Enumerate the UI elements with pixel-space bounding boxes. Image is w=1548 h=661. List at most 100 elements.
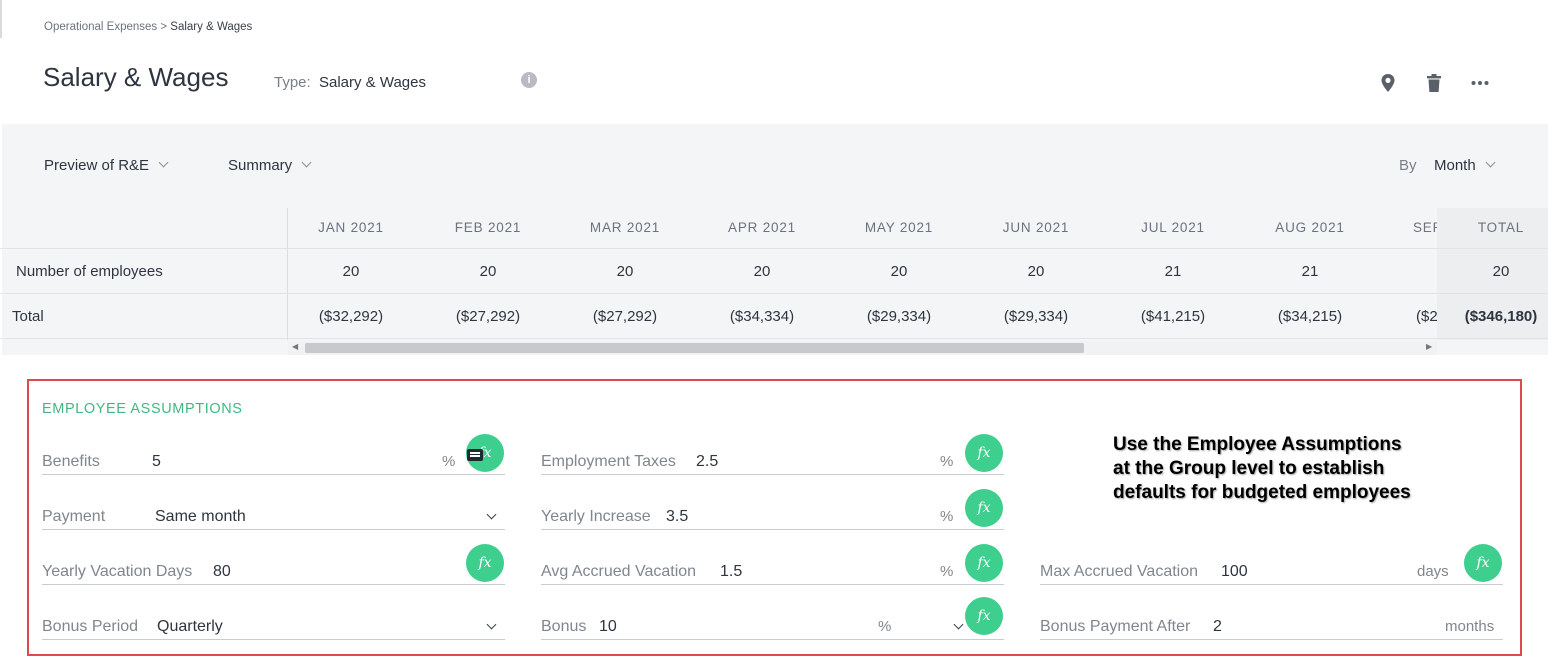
bonus-value[interactable]: 10 [599, 618, 617, 635]
yearly-vacation-days-field[interactable]: Yearly Vacation Days 80 [42, 555, 505, 585]
info-icon[interactable]: i [521, 72, 537, 88]
table-cell: 20 [1027, 263, 1045, 280]
highlight-box [27, 379, 1522, 656]
total-column [1437, 208, 1548, 340]
callout-line: defaults for budgeted employees [1113, 482, 1411, 503]
more-icon[interactable] [1469, 72, 1491, 94]
formula-button[interactable]: fx [466, 544, 504, 582]
table-cell: ($27,292) [455, 308, 521, 325]
avg-accrued-vacation-field[interactable]: Avg Accrued Vacation 1.5 % [541, 555, 1004, 585]
left-edge-rule [0, 0, 2, 38]
bonus-period-select[interactable]: Bonus Period Quarterly [42, 610, 505, 640]
bonus-label: Bonus [541, 618, 587, 635]
row-divider [0, 248, 1548, 249]
yearly-increase-label: Yearly Increase [541, 508, 651, 525]
chevron-down-icon [158, 157, 169, 168]
row-label-total: Total [12, 308, 44, 325]
breadcrumb: Operational Expenses > Salary & Wages [44, 21, 252, 33]
formula-button[interactable]: fx [965, 489, 1003, 527]
avg-accrued-vacation-value[interactable]: 1.5 [720, 563, 743, 580]
table-cell: ($27,292) [592, 308, 658, 325]
breadcrumb-separator: > [160, 21, 168, 33]
location-pin-icon[interactable] [1377, 72, 1399, 94]
section-title: EMPLOYEE ASSUMPTIONS [42, 401, 243, 417]
breadcrumb-parent[interactable]: Operational Expenses [44, 21, 158, 33]
scroll-left-icon[interactable]: ◀ [292, 342, 299, 351]
breadcrumb-current: Salary & Wages [170, 21, 253, 33]
trash-icon[interactable] [1423, 72, 1445, 94]
table-cell: 21 [1301, 263, 1319, 280]
max-accrued-vacation-value[interactable]: 100 [1221, 563, 1248, 580]
callout-annotation: Use the Employee Assumptions at the Grou… [1113, 433, 1473, 505]
chevron-down-icon [486, 619, 497, 630]
row-label-employees: Number of employees [16, 263, 163, 280]
month-header: MAR 2021 [589, 220, 661, 235]
table-cell: 20 [342, 263, 360, 280]
table-cell: ($34,334) [729, 308, 795, 325]
chevron-down-icon [301, 157, 312, 168]
type-label: Type: [274, 74, 311, 91]
month-header: AUG 2021 [1275, 220, 1345, 235]
formula-button[interactable]: fx [965, 434, 1003, 472]
yearly-increase-field[interactable]: Yearly Increase 3.5 % [541, 500, 1004, 530]
type-value: Salary & Wages [319, 74, 426, 91]
period-dropdown-value: Month [1434, 157, 1476, 174]
preview-table: JAN 2021 FEB 2021 MAR 2021 APR 2021 MAY … [0, 208, 1548, 355]
month-header: MAY 2021 [864, 220, 934, 235]
avg-accrued-vacation-unit: % [940, 563, 954, 580]
yearly-increase-unit: % [940, 508, 954, 525]
table-cell: ($29,334) [866, 308, 932, 325]
total-cell-employees: 20 [1492, 263, 1510, 280]
preview-panel [2, 124, 1548, 355]
max-accrued-vacation-unit: days [1417, 563, 1449, 580]
bonus-payment-after-unit: months [1445, 618, 1495, 635]
employment-taxes-unit: % [940, 453, 954, 470]
employment-taxes-field[interactable]: Employment Taxes 2.5 % [541, 445, 1004, 475]
formula-button[interactable]: fx [965, 544, 1003, 582]
employment-taxes-label: Employment Taxes [541, 453, 676, 470]
row-divider [0, 293, 1548, 294]
chevron-down-icon [486, 509, 497, 520]
scroll-right-icon[interactable]: ▶ [1426, 342, 1433, 351]
table-cell: 20 [616, 263, 634, 280]
avg-accrued-vacation-label: Avg Accrued Vacation [541, 563, 697, 580]
id-card-icon[interactable] [467, 449, 483, 461]
bonus-unit-select[interactable]: % [878, 618, 892, 635]
preview-dropdown[interactable]: Preview of R&E [44, 157, 169, 174]
column-divider [287, 208, 288, 340]
benefits-value[interactable]: 5 [152, 453, 161, 470]
scrollbar-thumb[interactable] [305, 343, 1084, 353]
bonus-field[interactable]: Bonus 10 % [541, 610, 1004, 640]
table-cell: ($34,215) [1277, 308, 1343, 325]
month-header: SEP [1413, 220, 1437, 235]
total-header: TOTAL [1477, 220, 1525, 235]
chevron-down-icon [1485, 157, 1496, 168]
table-cell: ($41,215) [1140, 308, 1206, 325]
month-header: APR 2021 [728, 220, 796, 235]
yearly-increase-value[interactable]: 3.5 [666, 508, 689, 525]
page-title: Salary & Wages [43, 62, 229, 92]
payment-select[interactable]: Payment Same month [42, 500, 505, 530]
max-accrued-vacation-field[interactable]: Max Accrued Vacation 100 days [1040, 555, 1503, 585]
month-header: FEB 2021 [454, 220, 522, 235]
bonus-payment-after-value[interactable]: 2 [1213, 618, 1222, 635]
month-header: JUL 2021 [1141, 220, 1205, 235]
total-cell-amount: ($346,180) [1464, 308, 1538, 325]
yearly-vacation-days-value[interactable]: 80 [213, 563, 231, 580]
table-cell: ($2 [1416, 308, 1437, 325]
employment-taxes-value[interactable]: 2.5 [696, 453, 719, 470]
callout-line: Use the Employee Assumptions [1113, 434, 1402, 455]
preview-dropdown-label: Preview of R&E [44, 157, 150, 174]
formula-button[interactable]: fx [1464, 544, 1502, 582]
period-dropdown[interactable]: Month [1434, 157, 1496, 174]
benefits-field[interactable]: Benefits 5 % [42, 445, 505, 475]
payment-value: Same month [155, 508, 246, 525]
bonus-payment-after-label: Bonus Payment After [1040, 618, 1191, 635]
formula-button[interactable]: fx [965, 597, 1003, 635]
bonus-period-value: Quarterly [157, 618, 223, 635]
benefits-label: Benefits [42, 453, 100, 470]
bonus-payment-after-field[interactable]: Bonus Payment After 2 months [1040, 610, 1503, 640]
summary-dropdown[interactable]: Summary [228, 157, 312, 174]
row-divider [0, 338, 1548, 339]
bonus-period-label: Bonus Period [42, 618, 139, 635]
